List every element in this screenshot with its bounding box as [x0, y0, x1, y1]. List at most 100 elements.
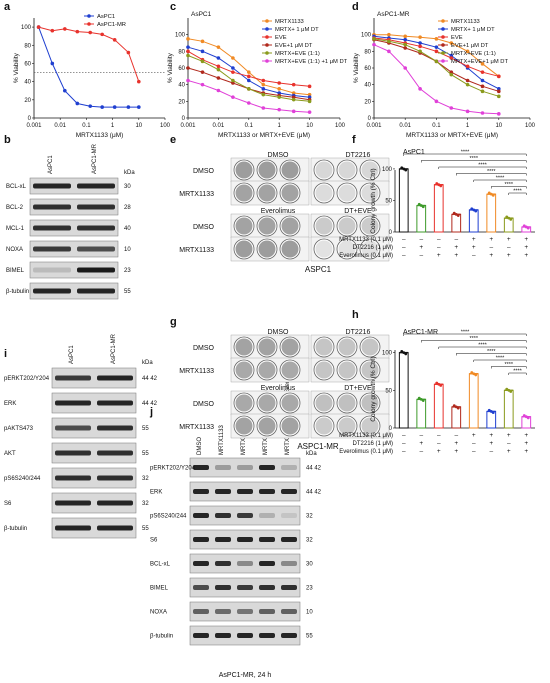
y-tick-label: 100 [175, 33, 186, 39]
legend-label: EVE [275, 35, 287, 41]
y-tick-label: 40 [178, 83, 185, 89]
blot-band [33, 183, 71, 189]
data-point [200, 59, 205, 64]
plate-well-growth [315, 217, 333, 235]
data-point [449, 56, 454, 60]
data-point [200, 49, 205, 54]
panel-letter-h: h [352, 309, 359, 321]
x-axis-label: MRTX1133 (μM) [76, 132, 124, 139]
plate-header: DMSO [268, 152, 290, 159]
blot-row-label: S6 [150, 538, 158, 544]
y-tick-label: 100 [21, 25, 32, 31]
series-line [38, 26, 139, 108]
treatment-mark: – [472, 448, 476, 455]
blot-band [281, 585, 297, 590]
blot-lane-header: DMSO [197, 437, 203, 455]
plate-well-growth [235, 240, 253, 258]
bar [468, 373, 479, 429]
data-point [387, 32, 391, 37]
blot-band [77, 246, 115, 252]
significance-stars: **** [478, 343, 487, 349]
data-point [137, 105, 141, 109]
series-line [187, 80, 310, 113]
replicate-point [456, 214, 460, 217]
plate-well [359, 159, 381, 181]
treatment-mark: + [489, 236, 493, 243]
panel-letter-a: a [4, 1, 11, 13]
blot-strip [51, 417, 137, 439]
blot-band [193, 513, 209, 518]
treatment-mark: – [437, 440, 441, 447]
blot-band [55, 525, 91, 531]
legend-marker [441, 43, 445, 47]
blot-strip [29, 198, 119, 216]
plate-well-growth [258, 338, 276, 356]
x-tick-label: 1 [111, 123, 115, 129]
data-point [434, 99, 439, 104]
blot-band [97, 450, 133, 456]
legend-marker [265, 43, 269, 47]
treatment-mark: – [402, 448, 406, 455]
y-axis-label: Colony growth (% Ctrl) [370, 356, 377, 421]
data-point [216, 64, 221, 69]
data-point [277, 107, 282, 112]
blot-row-label: BCL-xL [6, 184, 27, 190]
legend-marker [441, 27, 445, 31]
data-point [277, 87, 282, 91]
blot-kda: 55 [142, 451, 149, 457]
blot-band [33, 288, 71, 294]
y-tick-label: 60 [178, 66, 185, 72]
blot-band [281, 537, 297, 542]
data-point [200, 70, 205, 74]
data-point [63, 88, 67, 93]
x-tick-label: 1 [278, 123, 282, 129]
blot-band [259, 609, 275, 614]
plate-well-growth [315, 184, 333, 202]
significance-stars: **** [504, 362, 513, 368]
data-point [75, 29, 80, 34]
bar [503, 389, 514, 429]
plate-well-growth [361, 161, 379, 179]
y-tick-label: 100 [382, 167, 393, 173]
data-point [449, 72, 454, 77]
plate-well-growth [281, 217, 299, 235]
blot-band [215, 513, 231, 518]
plate-well [313, 159, 335, 181]
blot-band [193, 585, 209, 590]
plate-well-growth [338, 338, 356, 356]
legend-label: MRTX1133 [275, 19, 304, 25]
y-tick-label: 80 [178, 49, 185, 55]
data-point [75, 101, 80, 106]
treatment-mark: + [489, 432, 493, 439]
bar [451, 213, 462, 233]
blot-row-label: pS6S240/244 [150, 514, 187, 520]
x-tick-label: 0.01 [399, 123, 411, 129]
data-point [372, 37, 376, 41]
plate-well-growth [361, 217, 379, 235]
blot-band [259, 585, 275, 590]
treatment-mark: – [472, 252, 476, 259]
blot-row-label: BCL-xL [150, 562, 171, 568]
replicate-point [491, 411, 495, 415]
x-tick-label: 0.001 [366, 123, 382, 129]
plate-well-growth [338, 240, 356, 258]
plate-well-growth [258, 240, 276, 258]
data-point [291, 82, 296, 87]
legend-marker [441, 35, 445, 39]
plate-row-label: DMSO [193, 224, 215, 231]
x-tick-label: 100 [335, 123, 346, 129]
x-tick-label: 0.001 [26, 123, 42, 129]
plate-header: DMSO [268, 329, 290, 336]
plate-caption: ASPC1-MR [297, 442, 339, 451]
plate-well-growth [338, 361, 356, 379]
data-point [247, 78, 251, 83]
bar [398, 168, 409, 233]
bar [416, 205, 427, 233]
blot-band [55, 425, 91, 431]
chart-title: AsPC1-MR [403, 329, 438, 336]
legend-label: MRTX+EVE (1:1) [451, 51, 496, 57]
plate-well-growth [338, 394, 356, 412]
blot-row-label: NOXA [6, 247, 23, 253]
data-point [372, 42, 376, 47]
data-point [403, 66, 408, 70]
